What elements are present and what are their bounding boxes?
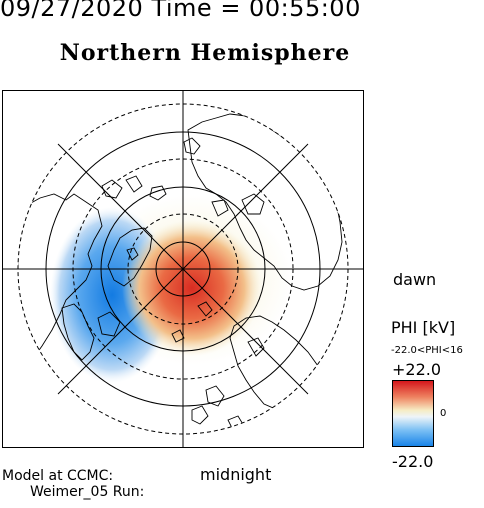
- timestamp: 09/27/2020 Time = 00:55:00: [0, 0, 361, 22]
- colorbar: [392, 380, 434, 447]
- run-line: Weimer_05 Run:: [30, 484, 145, 500]
- hemisphere-title: Northern Hemisphere: [59, 40, 351, 66]
- potential-field: [50, 195, 292, 383]
- colorbar-max-label: +22.0: [392, 360, 442, 379]
- colorbar-min-label: -22.0: [392, 452, 434, 471]
- midnight-label: midnight: [200, 465, 272, 484]
- positive-cell: [122, 220, 262, 356]
- dawn-label: dawn: [393, 270, 437, 289]
- meridians: [2, 90, 364, 448]
- legend-range: -22.0<PHI<16: [391, 345, 463, 356]
- polar-map: [2, 90, 364, 448]
- legend-title: PHI [kV]: [391, 318, 456, 337]
- colorbar-mid-label: 0: [440, 408, 447, 419]
- model-line: Model at CCMC:: [2, 468, 114, 484]
